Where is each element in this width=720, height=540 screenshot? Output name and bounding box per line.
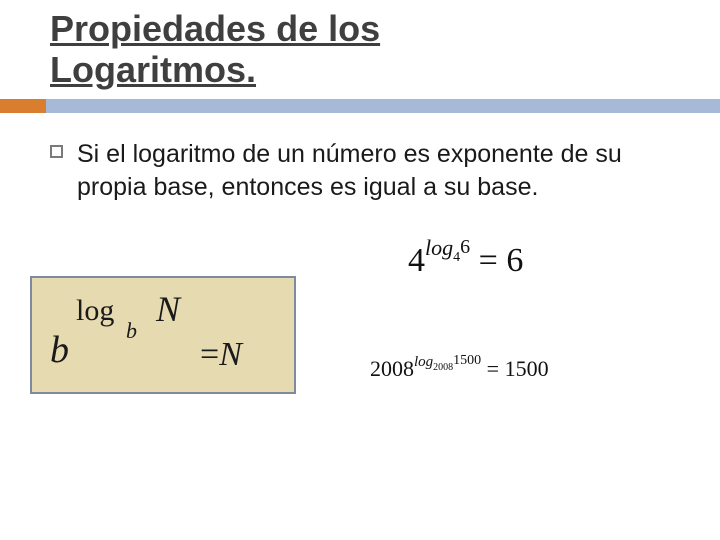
ex2-base: 2008 (370, 356, 414, 381)
formula-N-exponent: N (156, 288, 180, 330)
example-2: 2008log20081500 = 1500 (370, 356, 549, 382)
bullet-square-icon (50, 145, 63, 158)
formula-b: b (50, 328, 69, 372)
accent-bar-orange (0, 99, 46, 113)
ex1-base: 4 (408, 242, 425, 279)
formula-box: b log b N =N (30, 276, 296, 394)
ex2-result: 1500 (505, 356, 549, 381)
ex1-result: 6 (506, 242, 523, 279)
slide-title-wrap: Propiedades de los Logaritmos. (0, 0, 720, 91)
bullet-block: Si el logaritmo de un número es exponent… (50, 138, 680, 203)
formula-eq: = (200, 336, 219, 373)
ex2-eq: = (481, 356, 504, 381)
ex2-log-sub: 2008 (433, 362, 453, 373)
ex1-eq: = (470, 242, 506, 279)
bullet-row: Si el logaritmo de un número es exponent… (50, 138, 680, 203)
ex1-logword: log (425, 235, 453, 260)
formula-log-subscript: b (126, 318, 137, 344)
accent-bar (0, 99, 720, 113)
formula-rhs: N (219, 336, 242, 373)
formula-log: log (76, 294, 114, 328)
slide-title-line2: Logaritmos. (50, 49, 720, 90)
formula-equals-N: =N (200, 336, 242, 374)
ex2-log-arg: 1500 (453, 353, 481, 368)
formula-inner: b log b N =N (50, 278, 294, 392)
ex1-log-arg: 6 (460, 236, 470, 258)
bullet-text: Si el logaritmo de un número es exponent… (77, 138, 680, 203)
ex2-logword: log (414, 354, 433, 370)
slide-title-line1: Propiedades de los (50, 8, 720, 49)
example-1: 4log46 = 6 (408, 242, 523, 280)
